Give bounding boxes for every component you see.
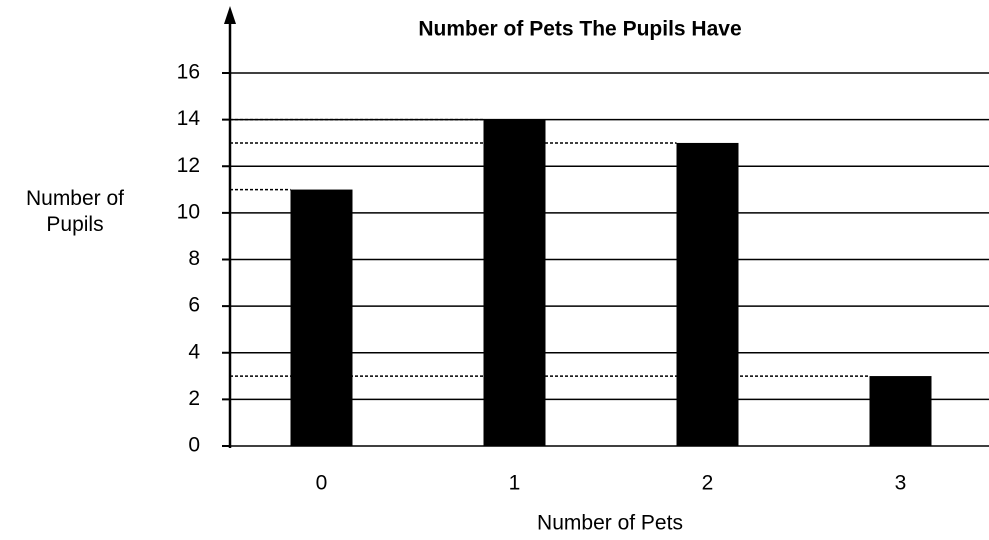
y-tick-label: 14 xyxy=(177,107,201,130)
y-tick-label: 2 xyxy=(188,387,200,410)
bar xyxy=(869,376,932,446)
y-tick-label: 6 xyxy=(188,294,200,317)
y-tick-label: 16 xyxy=(177,61,200,84)
bar xyxy=(290,189,353,446)
y-axis-label: Number of Pupils xyxy=(25,187,125,236)
bar xyxy=(676,142,739,446)
x-axis-label: Number of Pets xyxy=(537,512,683,535)
y-tick-label: 12 xyxy=(177,154,200,177)
bar xyxy=(483,119,546,446)
axis-arrow xyxy=(224,6,236,24)
y-tick-label: 8 xyxy=(188,247,200,270)
x-tick-label: 3 xyxy=(895,472,907,495)
x-tick-label: 0 xyxy=(316,472,328,495)
x-tick-label: 1 xyxy=(509,472,521,495)
chart-title: Number of Pets The Pupils Have xyxy=(418,18,741,41)
y-tick-label: 0 xyxy=(188,434,200,457)
y-tick-label: 4 xyxy=(188,340,200,363)
x-tick-label: 2 xyxy=(702,472,714,495)
y-tick-label: 10 xyxy=(177,200,200,223)
